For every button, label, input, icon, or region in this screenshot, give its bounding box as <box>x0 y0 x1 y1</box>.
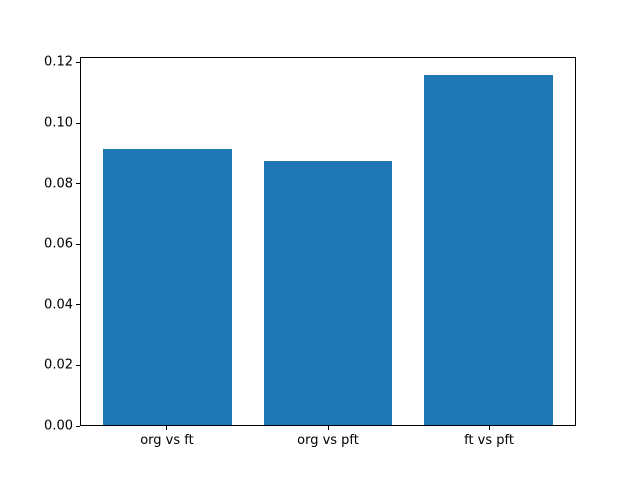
y-tick-mark <box>76 243 80 245</box>
x-tick-label: ft vs pft <box>464 433 514 448</box>
x-tick-label: org vs pft <box>297 433 359 448</box>
y-tick-label: 0.02 <box>44 357 73 373</box>
y-tick-label: 0.06 <box>44 236 73 252</box>
y-tick-mark <box>76 61 80 63</box>
bar-org-vs-pft <box>263 161 393 425</box>
x-tick-label: org vs ft <box>140 433 194 448</box>
bar-org-vs-ft <box>103 149 232 425</box>
y-tick-mark <box>76 425 80 427</box>
bar-ft-vs-pft <box>424 75 553 425</box>
y-tick-label: 0.12 <box>44 54 73 70</box>
y-tick-label: 0.00 <box>44 418 73 434</box>
x-tick-mark <box>327 426 329 430</box>
y-tick-mark <box>76 122 80 124</box>
x-tick-mark <box>166 426 168 430</box>
y-tick-label: 0.10 <box>44 115 73 131</box>
y-tick-label: 0.04 <box>44 297 73 313</box>
y-tick-label: 0.08 <box>44 176 73 192</box>
plot-area <box>80 57 576 426</box>
x-tick-mark <box>488 426 490 430</box>
y-tick-mark <box>76 364 80 366</box>
y-tick-mark <box>76 304 80 306</box>
y-tick-mark <box>76 183 80 185</box>
